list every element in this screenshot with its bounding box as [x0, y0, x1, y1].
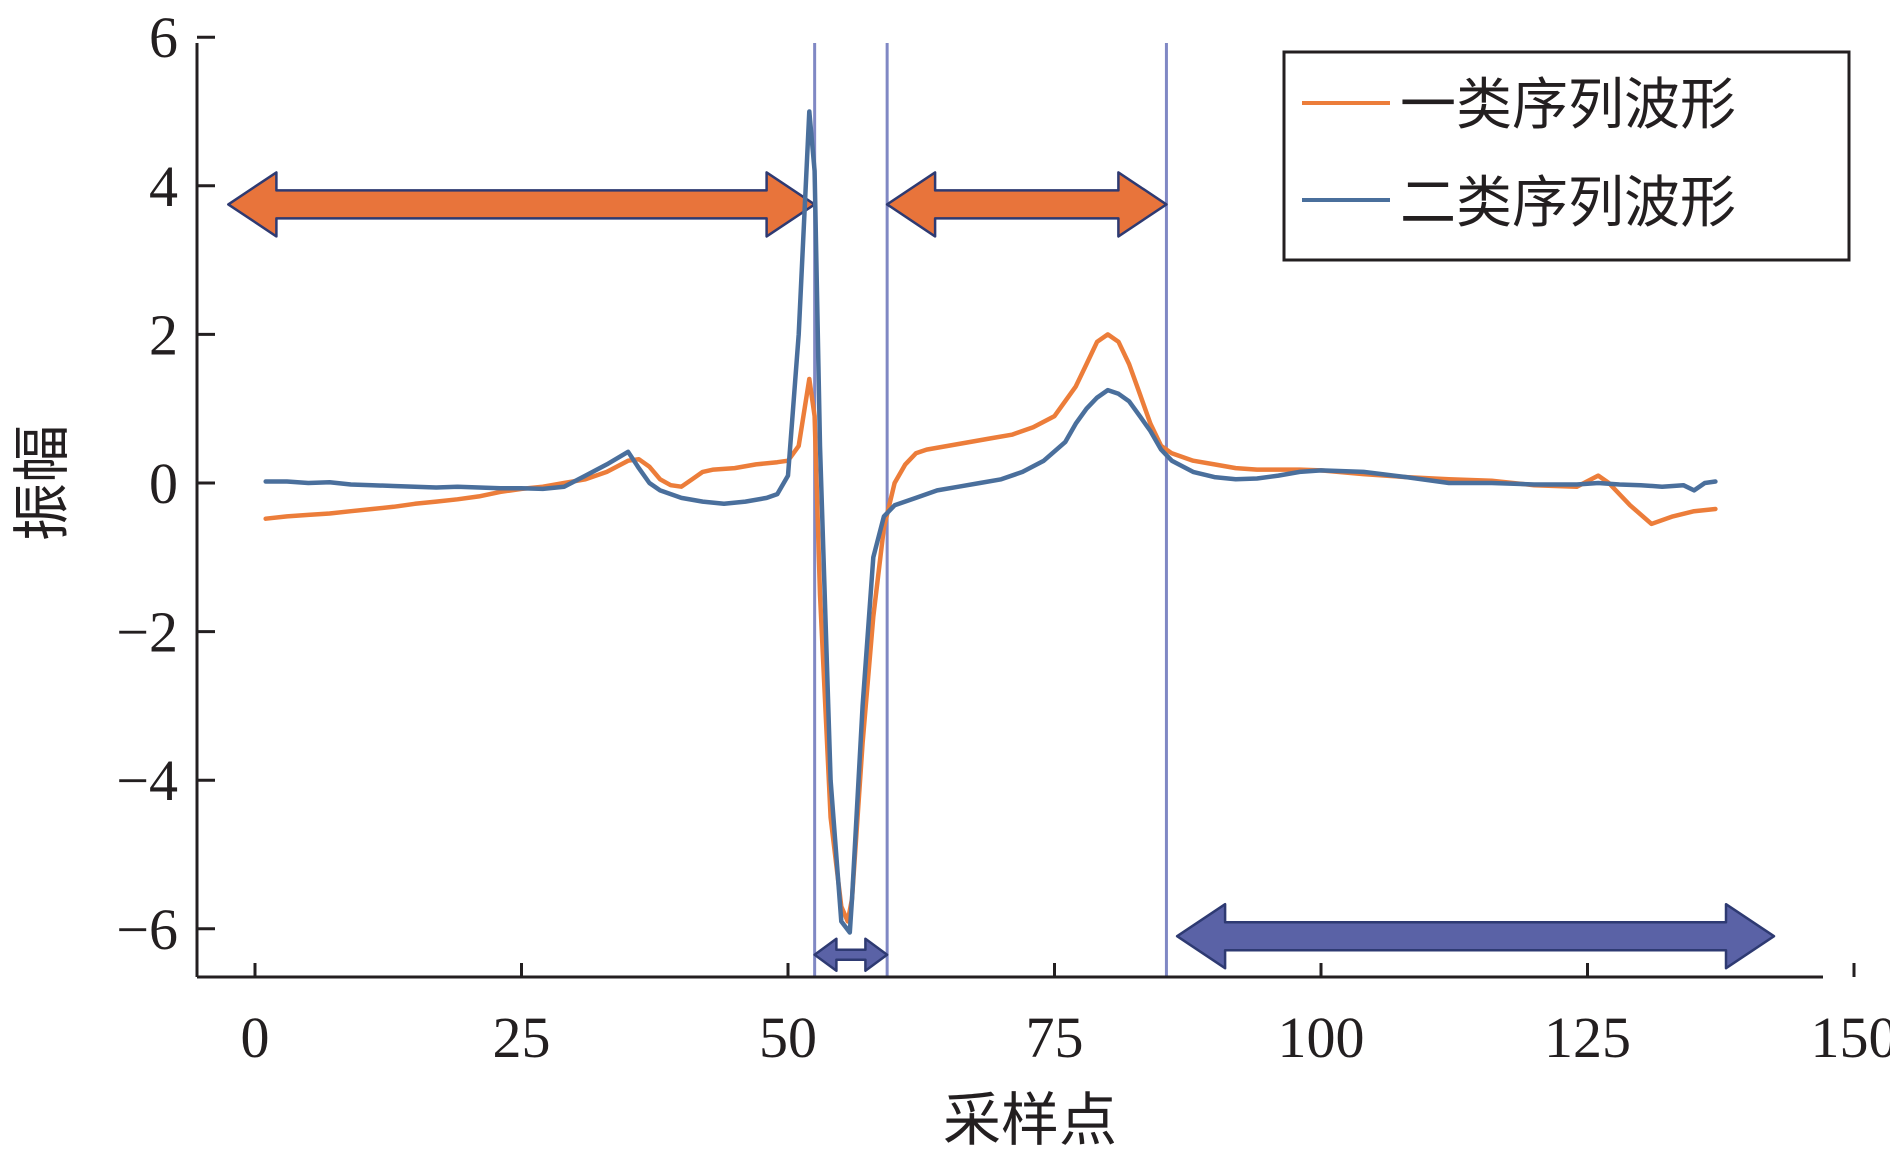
- region-divider-lines: [813, 43, 1168, 977]
- x-axis-title: 采样点: [943, 1086, 1117, 1150]
- y-tick-label: 6: [149, 5, 178, 70]
- series-line-2: [263, 109, 1718, 935]
- y-tick-label: −2: [116, 600, 178, 665]
- series-line-1: [263, 332, 1718, 924]
- legend: 一类序列波形 二类序列波形: [1282, 50, 1851, 262]
- legend-label-series-1: 一类序列波形: [1400, 73, 1736, 138]
- series-lines: [263, 109, 1718, 935]
- y-tick-label: 2: [149, 302, 178, 367]
- axis-tick-labels: 0 25 50 75 100 125 150 6 4 2 0 −2 −4 −6: [116, 5, 1890, 1070]
- region-arrow-3: [813, 937, 889, 973]
- x-tick-label: 50: [759, 1005, 817, 1070]
- y-tick-label: 0: [149, 451, 178, 516]
- x-tick-label: 150: [1811, 1005, 1890, 1070]
- region-arrow-4: [1175, 902, 1776, 970]
- axes: [195, 43, 1823, 979]
- region-arrows: [227, 171, 1776, 973]
- y-axis-title: 振幅: [8, 425, 76, 541]
- region-arrow-1: [227, 171, 816, 238]
- x-tick-label: 100: [1278, 1005, 1365, 1070]
- x-tick-label: 125: [1544, 1005, 1631, 1070]
- legend-box: [1282, 50, 1851, 262]
- y-tick-label: −4: [116, 748, 178, 813]
- legend-label-series-2: 二类序列波形: [1400, 171, 1736, 236]
- x-tick-label: 75: [1026, 1005, 1084, 1070]
- axis-ticks: [197, 35, 1856, 977]
- x-tick-label: 25: [493, 1005, 551, 1070]
- y-tick-label: −6: [116, 897, 178, 962]
- region-arrow-2: [885, 171, 1168, 238]
- x-tick-label: 0: [241, 1005, 270, 1070]
- y-tick-label: 4: [149, 154, 178, 219]
